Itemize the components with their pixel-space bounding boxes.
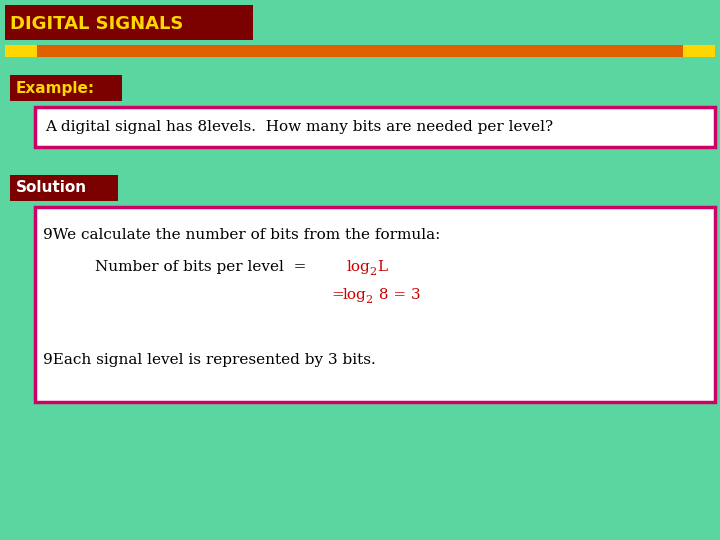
FancyBboxPatch shape (5, 5, 253, 40)
Text: =: = (331, 288, 343, 302)
Text: L: L (377, 260, 387, 274)
FancyBboxPatch shape (683, 45, 715, 57)
Text: log: log (343, 288, 366, 302)
FancyBboxPatch shape (10, 175, 118, 201)
FancyBboxPatch shape (37, 45, 683, 57)
FancyBboxPatch shape (35, 207, 715, 402)
Text: Example:: Example: (16, 80, 95, 96)
Text: DIGITAL SIGNALS: DIGITAL SIGNALS (10, 15, 184, 33)
Text: 2: 2 (369, 267, 376, 277)
FancyBboxPatch shape (5, 45, 37, 57)
Text: Solution: Solution (16, 180, 87, 195)
Text: 9Each signal level is represented by 3 bits.: 9Each signal level is represented by 3 b… (43, 353, 376, 367)
FancyBboxPatch shape (10, 75, 122, 101)
Text: 2: 2 (365, 295, 372, 305)
Text: log: log (347, 260, 371, 274)
Text: 9We calculate the number of bits from the formula:: 9We calculate the number of bits from th… (43, 228, 441, 242)
FancyBboxPatch shape (35, 107, 715, 147)
Text: Number of bits per level  =: Number of bits per level = (95, 260, 307, 274)
Text: 8 = 3: 8 = 3 (374, 288, 420, 302)
Text: A digital signal has 8levels.  How many bits are needed per level?: A digital signal has 8levels. How many b… (45, 120, 553, 134)
